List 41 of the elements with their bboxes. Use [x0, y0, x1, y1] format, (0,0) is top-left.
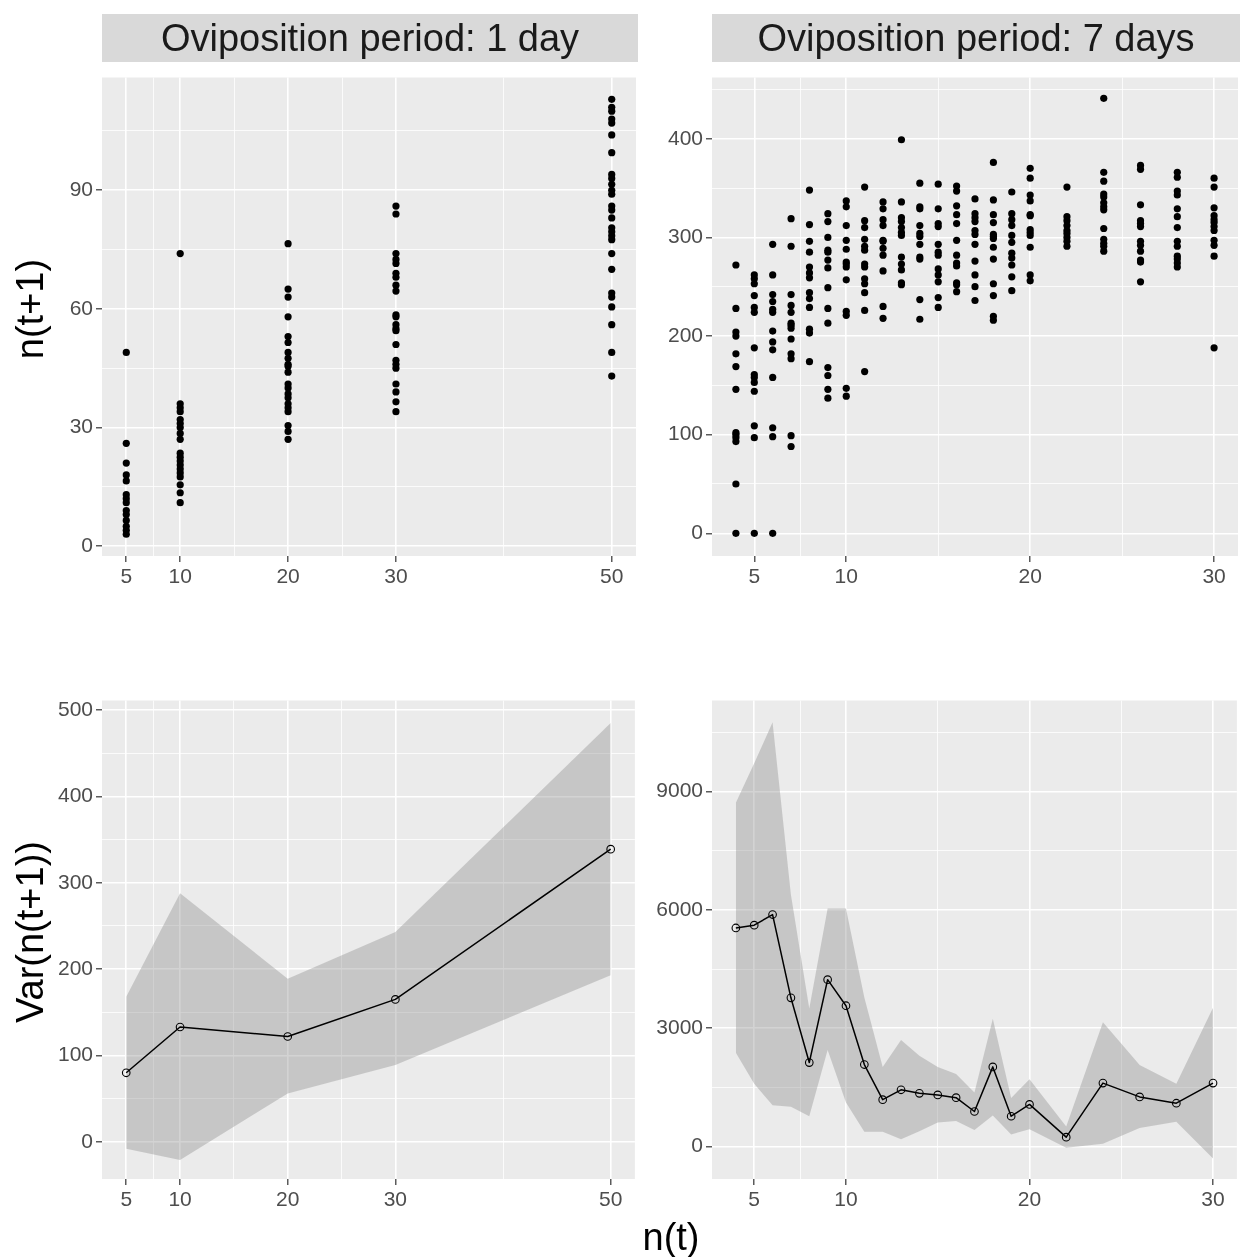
x-tick-label: 10 [834, 1187, 858, 1211]
x-tick-label: 20 [1018, 564, 1042, 588]
y-tick-label: 400 [667, 125, 703, 149]
x-tick-label: 20 [276, 564, 300, 588]
x-tick-label: 10 [168, 564, 192, 588]
y-tick-label: 3000 [656, 1015, 703, 1039]
x-tick-label: 5 [120, 1187, 133, 1211]
y-tick-label: 200 [57, 955, 93, 979]
x-tick-label: 20 [1017, 1187, 1042, 1211]
y-tick-label: 300 [57, 869, 93, 893]
y-tick-label: 9000 [656, 778, 703, 802]
y-tick-label: 90 [69, 177, 93, 201]
x-tick-label: 50 [600, 564, 624, 588]
y-tick-label: 100 [667, 421, 703, 445]
x-tick-label: 10 [834, 564, 858, 588]
x-tick-label: 5 [120, 564, 133, 588]
x-tick-label: 5 [748, 564, 761, 588]
y-tick-label: 60 [69, 295, 93, 319]
y-tick-label: 300 [667, 224, 703, 248]
y-axis-title: n(t+1) [8, 258, 52, 360]
y-tick-label: 200 [667, 322, 703, 346]
x-tick-label: 20 [276, 1187, 300, 1211]
y-tick-label: 500 [57, 696, 93, 720]
x-tick-label: 30 [1201, 1187, 1225, 1211]
y-tick-label: 0 [691, 520, 703, 544]
chart-title: Oviposition period: 7 days [712, 14, 1240, 62]
y-tick-label: 0 [81, 1128, 93, 1152]
y-tick-label: 6000 [656, 896, 703, 920]
x-tick-label: 50 [599, 1187, 623, 1211]
y-axis-title: Var(n(t+1)) [8, 841, 52, 1023]
chart-title: Oviposition period: 1 day [102, 14, 638, 62]
x-tick-label: 30 [384, 564, 408, 588]
y-tick-label: 30 [69, 414, 93, 438]
y-tick-label: 400 [57, 783, 93, 807]
y-tick-label: 100 [57, 1042, 93, 1066]
y-tick-label: 0 [81, 532, 93, 556]
y-tick-label: 0 [691, 1133, 703, 1157]
x-tick-label: 5 [748, 1187, 761, 1211]
x-tick-label: 30 [1202, 564, 1226, 588]
x-tick-label: 30 [383, 1187, 408, 1211]
x-tick-label: 10 [168, 1187, 192, 1211]
